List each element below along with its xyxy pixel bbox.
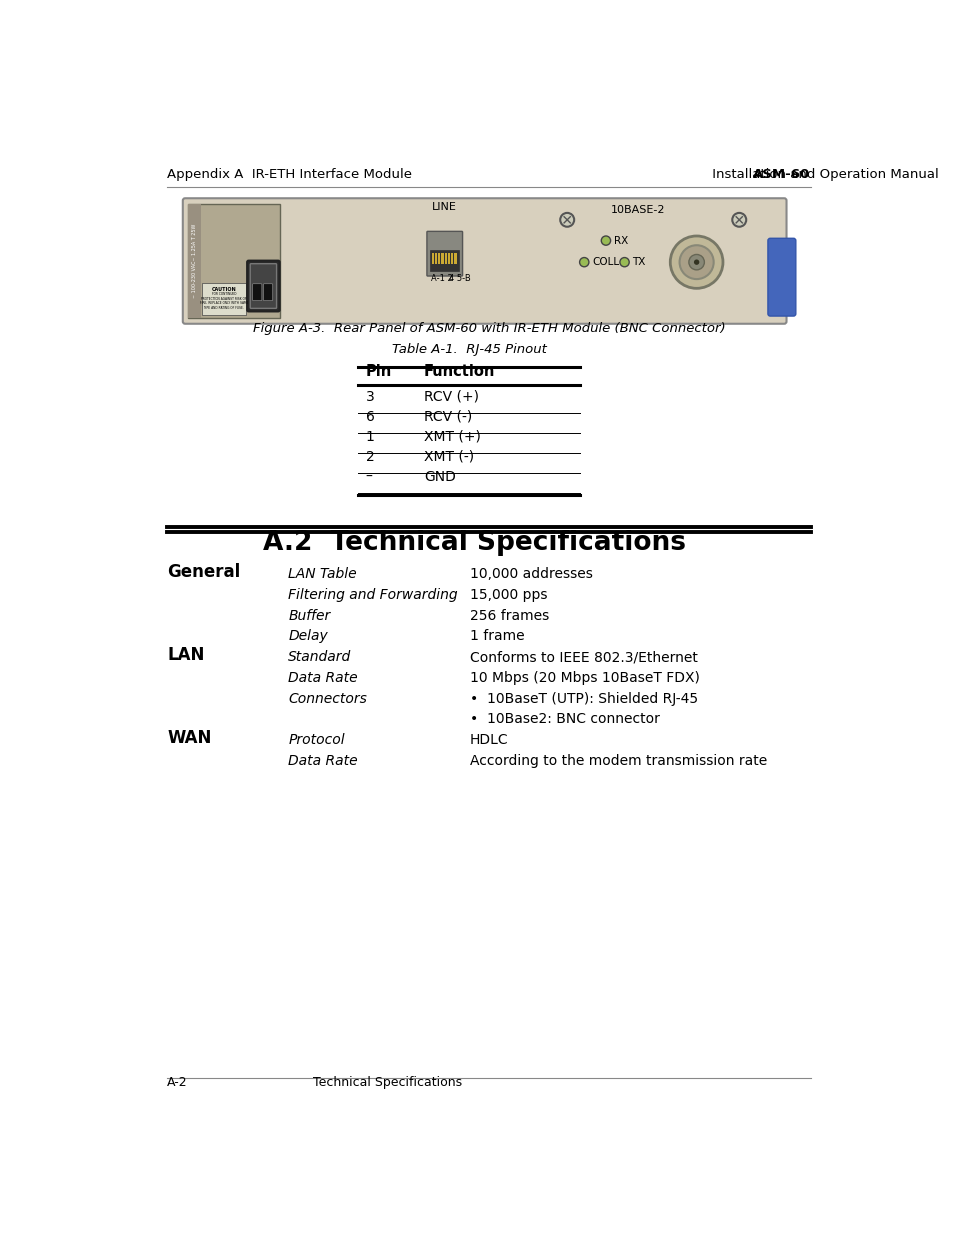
Text: –: – — [365, 471, 373, 484]
Circle shape — [732, 212, 745, 227]
Text: 10,000 addresses: 10,000 addresses — [469, 567, 592, 580]
Circle shape — [619, 258, 629, 267]
Text: 6: 6 — [365, 410, 375, 424]
Text: A.2  Technical Specifications: A.2 Technical Specifications — [262, 530, 685, 556]
Bar — [441, 253, 443, 264]
Text: A-2: A-2 — [167, 1076, 188, 1089]
FancyBboxPatch shape — [253, 284, 261, 300]
Text: RX: RX — [613, 236, 627, 246]
Text: 1: 1 — [365, 430, 375, 443]
Text: 4 5-B: 4 5-B — [449, 274, 471, 283]
Text: Conforms to IEEE 802.3/Ethernet: Conforms to IEEE 802.3/Ethernet — [469, 650, 697, 664]
Bar — [188, 205, 200, 317]
Bar — [431, 253, 434, 264]
Bar — [188, 205, 279, 317]
Text: 256 frames: 256 frames — [469, 609, 548, 622]
Text: 2: 2 — [365, 450, 375, 464]
FancyBboxPatch shape — [250, 264, 276, 309]
Text: •  10BaseT (UTP): Shielded RJ-45: • 10BaseT (UTP): Shielded RJ-45 — [469, 692, 697, 705]
Text: FOR CONTINUED
PROTECTION AGAINST RISK OF
FIRE, REPLACE ONLY WITH SAME
TYPE AND R: FOR CONTINUED PROTECTION AGAINST RISK OF… — [199, 293, 248, 310]
Text: Function: Function — [423, 364, 495, 379]
Bar — [437, 253, 439, 264]
Text: Standard: Standard — [288, 650, 351, 664]
Text: HDLC: HDLC — [469, 734, 508, 747]
Circle shape — [559, 212, 574, 227]
Bar — [454, 253, 456, 264]
Text: Protocol: Protocol — [288, 734, 344, 747]
Text: ~ 100-230 VAC~ 1.25A T 25W: ~ 100-230 VAC~ 1.25A T 25W — [192, 224, 196, 298]
Circle shape — [693, 259, 699, 264]
Text: COLL: COLL — [592, 257, 618, 267]
Text: 10 Mbps (20 Mbps 10BaseT FDX): 10 Mbps (20 Mbps 10BaseT FDX) — [469, 671, 699, 685]
Bar — [447, 253, 450, 264]
Text: 15,000 pps: 15,000 pps — [469, 588, 546, 601]
Text: RCV (-): RCV (-) — [423, 410, 472, 424]
Text: A-1 2: A-1 2 — [431, 274, 452, 283]
Text: LINE: LINE — [432, 203, 456, 212]
FancyBboxPatch shape — [427, 231, 462, 275]
Text: ASM-60: ASM-60 — [753, 168, 810, 180]
Text: Delay: Delay — [288, 630, 328, 643]
Bar — [430, 249, 459, 272]
FancyBboxPatch shape — [767, 238, 795, 316]
Text: Technical Specifications: Technical Specifications — [313, 1076, 461, 1089]
Circle shape — [679, 246, 713, 279]
FancyBboxPatch shape — [183, 199, 785, 324]
Text: Data Rate: Data Rate — [288, 755, 357, 768]
FancyBboxPatch shape — [247, 261, 279, 311]
Circle shape — [670, 236, 722, 288]
Text: LAN: LAN — [167, 646, 205, 664]
Text: Figure A-3.  Rear Panel of ASM-60 with IR-ETH Module (BNC Connector): Figure A-3. Rear Panel of ASM-60 with IR… — [253, 322, 724, 336]
Bar — [202, 283, 245, 315]
Text: According to the modem transmission rate: According to the modem transmission rate — [469, 755, 766, 768]
Text: Buffer: Buffer — [288, 609, 330, 622]
Text: TX: TX — [632, 257, 645, 267]
Text: 1 frame: 1 frame — [469, 630, 523, 643]
Bar — [435, 253, 436, 264]
Text: Filtering and Forwarding: Filtering and Forwarding — [288, 588, 457, 601]
FancyBboxPatch shape — [263, 284, 273, 300]
Text: 10BASE-2: 10BASE-2 — [611, 205, 665, 215]
Circle shape — [600, 236, 610, 246]
Text: Appendix A  IR-ETH Interface Module: Appendix A IR-ETH Interface Module — [167, 168, 412, 180]
Text: Installation and Operation Manual: Installation and Operation Manual — [707, 168, 938, 180]
Text: WAN: WAN — [167, 729, 212, 747]
Text: XMT (-): XMT (-) — [423, 450, 474, 464]
Bar — [444, 253, 446, 264]
Text: Table A-1.  RJ-45 Pinout: Table A-1. RJ-45 Pinout — [392, 343, 546, 356]
Text: RCV (+): RCV (+) — [423, 390, 478, 404]
Bar — [451, 253, 453, 264]
Circle shape — [579, 258, 588, 267]
Text: Pin: Pin — [365, 364, 392, 379]
Text: Connectors: Connectors — [288, 692, 367, 705]
Text: CAUTION: CAUTION — [212, 287, 236, 291]
Text: GND: GND — [423, 471, 456, 484]
Text: XMT (+): XMT (+) — [423, 430, 480, 443]
Text: LAN Table: LAN Table — [288, 567, 356, 580]
Text: •  10Base2: BNC connector: • 10Base2: BNC connector — [469, 713, 659, 726]
Text: 3: 3 — [365, 390, 375, 404]
Text: General: General — [167, 563, 240, 580]
Text: Data Rate: Data Rate — [288, 671, 357, 685]
Circle shape — [688, 254, 703, 270]
